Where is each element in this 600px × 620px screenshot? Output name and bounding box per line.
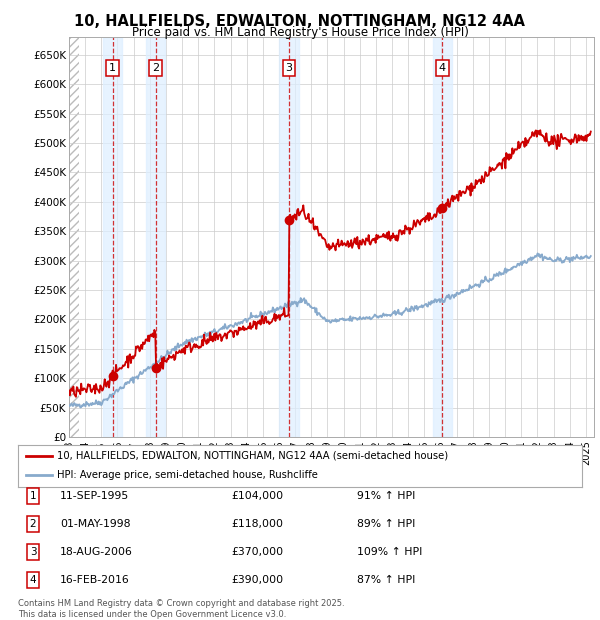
Text: 4: 4	[439, 63, 446, 73]
Text: 10, HALLFIELDS, EDWALTON, NOTTINGHAM, NG12 4AA: 10, HALLFIELDS, EDWALTON, NOTTINGHAM, NG…	[74, 14, 526, 29]
Text: 10, HALLFIELDS, EDWALTON, NOTTINGHAM, NG12 4AA (semi-detached house): 10, HALLFIELDS, EDWALTON, NOTTINGHAM, NG…	[58, 451, 449, 461]
Text: £104,000: £104,000	[231, 491, 283, 501]
Text: £370,000: £370,000	[231, 547, 283, 557]
Text: 1: 1	[29, 491, 37, 501]
Text: 18-AUG-2006: 18-AUG-2006	[60, 547, 133, 557]
Text: Price paid vs. HM Land Registry's House Price Index (HPI): Price paid vs. HM Land Registry's House …	[131, 26, 469, 39]
Text: 01-MAY-1998: 01-MAY-1998	[60, 519, 131, 529]
Text: £390,000: £390,000	[231, 575, 283, 585]
Text: Contains HM Land Registry data © Crown copyright and database right 2025.
This d: Contains HM Land Registry data © Crown c…	[18, 600, 344, 619]
Bar	[280, 37, 299, 437]
Text: £118,000: £118,000	[231, 519, 283, 529]
Text: 109% ↑ HPI: 109% ↑ HPI	[357, 547, 422, 557]
Text: 3: 3	[286, 63, 293, 73]
Text: 2: 2	[152, 63, 160, 73]
Text: 89% ↑ HPI: 89% ↑ HPI	[357, 519, 415, 529]
Bar	[103, 37, 122, 437]
Text: 91% ↑ HPI: 91% ↑ HPI	[357, 491, 415, 501]
Text: 4: 4	[29, 575, 37, 585]
Text: 3: 3	[29, 547, 37, 557]
Bar	[433, 37, 452, 437]
Text: 87% ↑ HPI: 87% ↑ HPI	[357, 575, 415, 585]
Text: 1: 1	[109, 63, 116, 73]
Text: 2: 2	[29, 519, 37, 529]
Bar	[146, 37, 166, 437]
Text: 16-FEB-2016: 16-FEB-2016	[60, 575, 130, 585]
Text: 11-SEP-1995: 11-SEP-1995	[60, 491, 129, 501]
Text: HPI: Average price, semi-detached house, Rushcliffe: HPI: Average price, semi-detached house,…	[58, 471, 319, 480]
